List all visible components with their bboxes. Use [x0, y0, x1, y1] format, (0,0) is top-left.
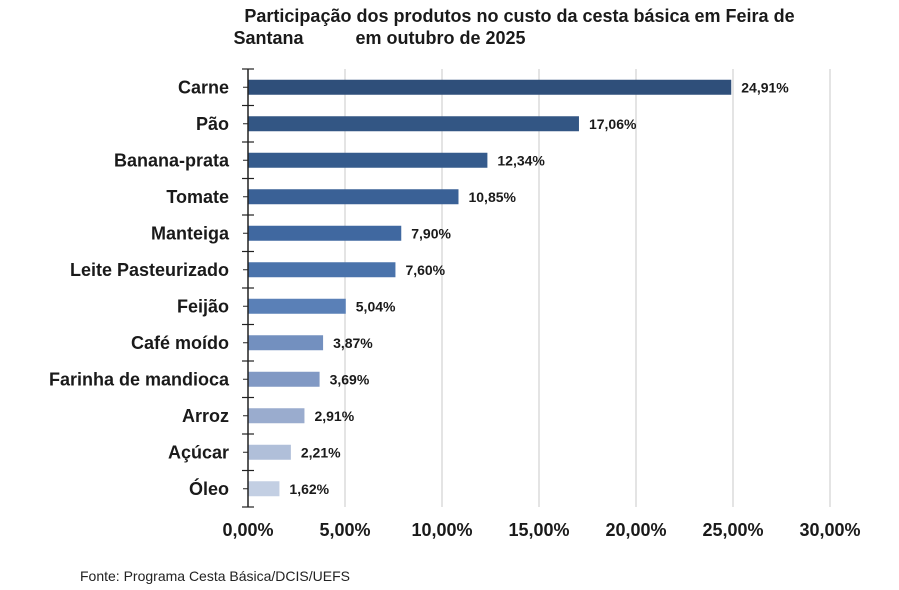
value-label: 3,69%	[330, 371, 370, 387]
bar	[248, 481, 280, 497]
bar	[248, 225, 402, 241]
category-label: Açúcar	[168, 442, 229, 462]
value-label: 5,04%	[356, 298, 396, 314]
value-label: 7,60%	[405, 262, 445, 278]
chart-title-date: em outubro de 2025	[355, 28, 526, 48]
bar	[248, 152, 488, 168]
source-note: Fonte: Programa Cesta Básica/DCIS/UEFS	[80, 568, 350, 584]
value-label: 2,91%	[314, 408, 354, 424]
y-axis	[242, 68, 254, 508]
bar	[248, 298, 346, 314]
value-label: 3,87%	[333, 335, 373, 351]
category-label: Leite Pasteurizado	[70, 260, 229, 280]
x-tick-labels: 0,00% 5,00% 10,00% 15,00% 20,00% 25,00% 30,00%	[222, 520, 860, 540]
category-label: Café moído	[131, 333, 229, 353]
value-label: 1,62%	[289, 481, 329, 497]
x-tick-label: 10,00%	[411, 520, 472, 540]
value-label: 2,21%	[301, 444, 341, 460]
chart-title-line1: Participação dos produtos no custo da ce…	[244, 6, 795, 26]
category-label: Banana-prata	[114, 150, 230, 170]
chart-title-city: Santana	[233, 28, 304, 48]
x-tick-label: 0,00%	[222, 520, 273, 540]
x-tick-label: 30,00%	[799, 520, 860, 540]
bar	[248, 189, 459, 205]
category-label: Óleo	[189, 478, 229, 499]
bar	[248, 335, 324, 351]
value-label: 17,06%	[589, 116, 637, 132]
gridlines	[344, 69, 831, 507]
x-tick-label: 25,00%	[702, 520, 763, 540]
bar	[248, 262, 396, 278]
category-label: Arroz	[182, 406, 229, 426]
category-label: Carne	[178, 77, 229, 97]
x-tick-label: 20,00%	[605, 520, 666, 540]
category-label: Feijão	[177, 296, 229, 316]
x-tick-label: 5,00%	[319, 520, 370, 540]
bar	[248, 116, 579, 132]
bar	[248, 79, 732, 95]
value-label: 12,34%	[497, 152, 545, 168]
value-label: 7,90%	[411, 225, 451, 241]
bar	[248, 408, 305, 424]
category-label: Manteiga	[151, 223, 230, 243]
category-label: Pão	[196, 114, 229, 134]
value-label: 24,91%	[741, 79, 789, 95]
category-labels: Carne Pão Banana-prata Tomate Manteiga Leite …	[49, 77, 230, 499]
category-label: Tomate	[166, 187, 229, 207]
bar	[248, 444, 291, 460]
bars	[248, 79, 732, 497]
value-label: 10,85%	[468, 189, 516, 205]
x-tick-label: 15,00%	[508, 520, 569, 540]
value-labels: 24,91% 17,06% 12,34% 10,85% 7,90% 7,60% 5,04% 3…	[289, 79, 789, 497]
bar	[248, 371, 320, 387]
chart-title-line2: Santana em outubro de 2025	[0, 28, 829, 49]
category-label: Farinha de mandioca	[49, 369, 230, 389]
